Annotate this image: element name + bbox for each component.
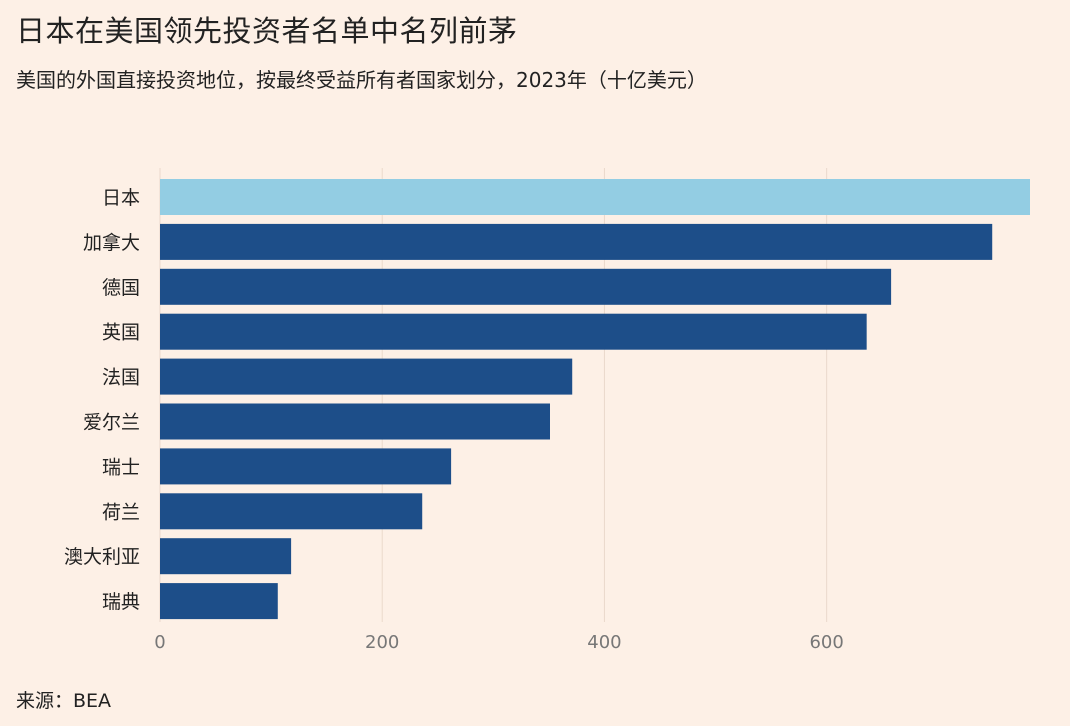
x-tick-label: 600 <box>809 632 843 653</box>
bar-9 <box>160 583 278 620</box>
bar-5 <box>160 403 550 440</box>
x-tick-label: 400 <box>587 632 621 653</box>
category-label: 荷兰 <box>102 501 140 523</box>
bars <box>160 179 1030 620</box>
bar-3 <box>160 313 867 350</box>
x-tick-label: 200 <box>365 632 399 653</box>
source-note: 来源：BEA <box>16 690 112 712</box>
chart-title: 日本在美国领先投资者名单中名列前茅 <box>16 14 518 48</box>
bar-4 <box>160 358 573 395</box>
bar-8 <box>160 538 292 575</box>
category-label: 英国 <box>102 322 140 344</box>
category-label: 爱尔兰 <box>83 412 140 434</box>
bar-0 <box>160 179 1030 215</box>
category-label: 法国 <box>102 367 140 389</box>
bar-7 <box>160 493 423 530</box>
bar-2 <box>160 268 892 305</box>
x-tick-label: 0 <box>154 632 165 653</box>
category-label: 瑞士 <box>102 456 140 478</box>
chart-subtitle: 美国的外国直接投资地位，按最终受益所有者国家划分，2023年（十亿美元） <box>16 68 707 92</box>
category-label: 加拿大 <box>83 231 140 254</box>
bar-6 <box>160 448 452 485</box>
category-label: 日本 <box>102 187 140 209</box>
bar-1 <box>160 223 993 260</box>
x-tick-labels: 0 200 400 600 <box>154 632 844 653</box>
category-label: 澳大利亚 <box>64 546 140 568</box>
category-label: 瑞典 <box>102 591 140 613</box>
category-label: 德国 <box>102 277 140 299</box>
